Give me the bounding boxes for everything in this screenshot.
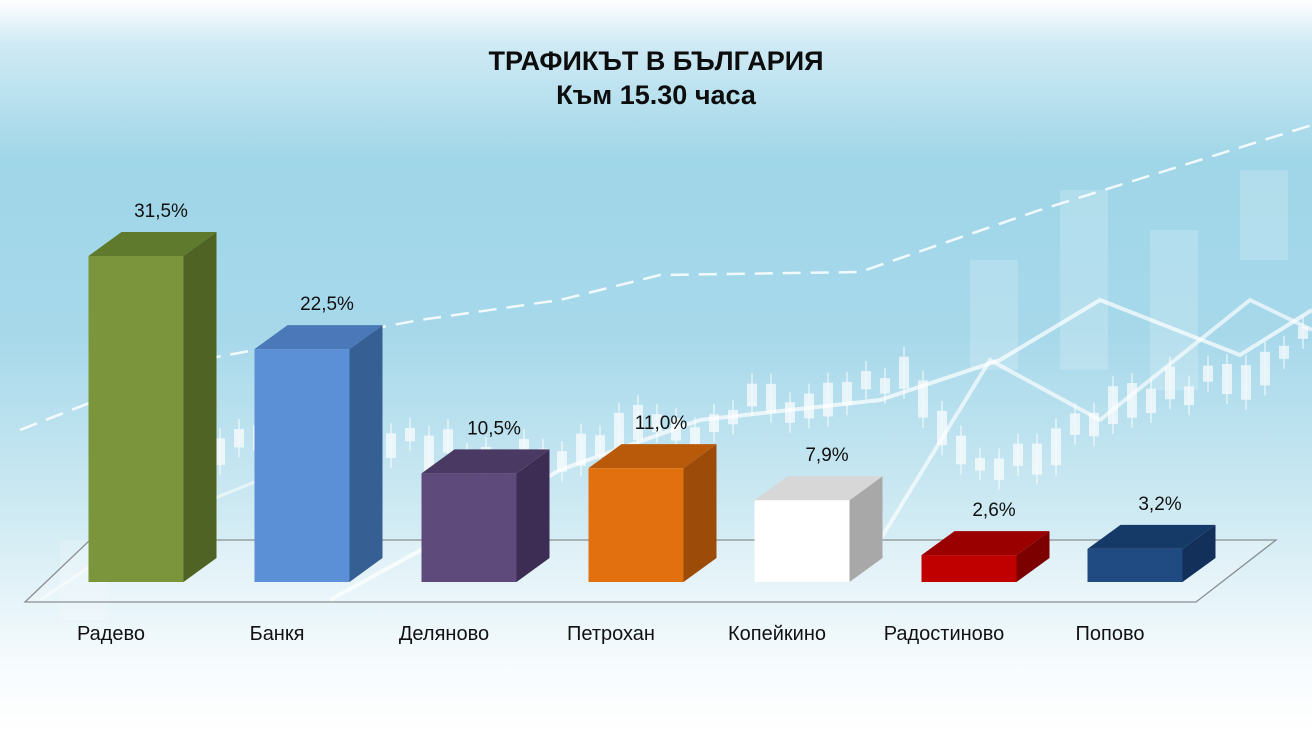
chart-subtitle: Към 15.30 часа (556, 80, 756, 110)
bar-front-face (754, 500, 850, 582)
bar-side-face (1016, 531, 1050, 582)
bar-5 (754, 476, 883, 582)
bar-top-face (588, 444, 717, 469)
data-label: 11,0% (635, 413, 688, 434)
bar-series (88, 232, 1216, 582)
data-label: 10,5% (467, 418, 521, 439)
bar-3 (421, 449, 550, 582)
category-label: Радостиново (884, 623, 1005, 645)
data-label: 31,5% (134, 201, 188, 222)
bar-side-face (849, 476, 883, 582)
data-label: 3,2% (1138, 494, 1181, 515)
bar-top-face (1087, 524, 1216, 549)
data-label: 2,6% (972, 500, 1015, 521)
bar-side-face (516, 449, 550, 582)
chart-title-block: ТРАФИКЪТ В БЪЛГАРИЯ Към 15.30 часа (0, 44, 1312, 112)
bar-front-face (88, 256, 184, 582)
data-label: 7,9% (805, 445, 848, 466)
bar-6 (921, 531, 1050, 582)
data-label: 22,5% (300, 294, 354, 315)
bar-side-face (349, 325, 383, 582)
category-label: Деляново (399, 623, 489, 645)
bar-top-face (88, 232, 217, 256)
bar-front-face (1087, 548, 1183, 582)
bar-side-face (683, 444, 717, 582)
bar-7 (1087, 524, 1216, 582)
bar-side-face (1182, 524, 1216, 582)
chart-title: ТРАФИКЪТ В БЪЛГАРИЯ (488, 46, 824, 76)
bar-1 (88, 232, 217, 582)
bar-top-face (754, 476, 883, 501)
bar-4 (588, 444, 717, 582)
category-label: Петрохан (567, 623, 655, 645)
bar-front-face (921, 555, 1017, 582)
category-label: Радево (77, 623, 145, 645)
bar-front-face (588, 468, 684, 582)
bar-side-face (183, 232, 217, 582)
bar-2 (254, 325, 383, 582)
bar-front-face (254, 349, 350, 582)
background-dashed-trend (19, 123, 1312, 432)
bar-top-face (254, 325, 383, 350)
bar-top-face (421, 449, 550, 474)
category-label: Попово (1076, 623, 1145, 645)
bar-front-face (421, 473, 517, 582)
bar-top-face (921, 531, 1050, 556)
category-label: Банкя (250, 623, 305, 645)
category-label: Копейкино (728, 623, 826, 645)
background-line-b (878, 297, 1312, 542)
